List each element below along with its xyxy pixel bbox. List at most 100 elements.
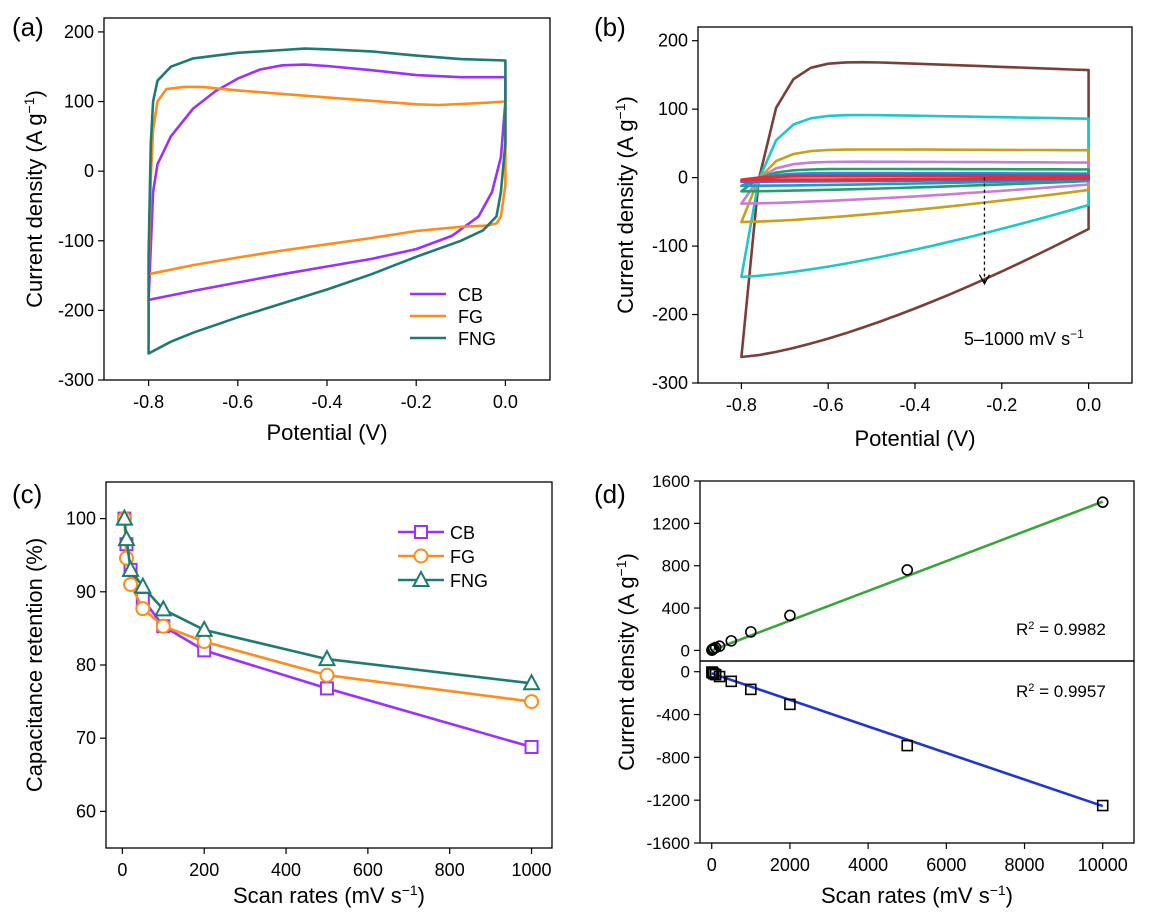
trend-arrow-head xyxy=(978,274,991,286)
data-point-top xyxy=(784,609,796,622)
legend-marker-fg xyxy=(413,548,429,564)
scan-rate-annotation: 5–1000 mV s−1 xyxy=(964,327,1084,349)
data-point-top xyxy=(713,640,726,652)
x-tick-label: 0 xyxy=(707,855,717,875)
data-point-bottom xyxy=(901,739,914,752)
panel-b-chart: -0.8 -0.6 -0.4 -0.2 0.0 -300 -200 -100 0 100 200 5–… xyxy=(612,26,1133,451)
y-tick-label: 80 xyxy=(76,655,96,675)
y-tick-label: -800 xyxy=(656,748,690,767)
data-point-bottom xyxy=(709,668,722,681)
legend-marker-fng xyxy=(411,569,431,587)
y-tick-label: 800 xyxy=(662,557,690,576)
panel-label-d: (d) xyxy=(594,479,626,509)
y-tick-label: 100 xyxy=(66,509,96,529)
x-axis-label: Potential (V) xyxy=(266,420,387,445)
data-point-top xyxy=(725,635,738,647)
data-point-fg xyxy=(123,576,139,592)
y-tick-label: 0 xyxy=(681,663,690,682)
cv-curve-cb xyxy=(147,63,507,302)
legend-label-fng: FNG xyxy=(458,329,496,349)
y-tick-label: -400 xyxy=(656,706,690,725)
y-axis-label: Current density (A g−1) xyxy=(613,553,639,771)
x-tick-label: 600 xyxy=(353,860,383,880)
y-tick-label: -300 xyxy=(58,370,94,390)
legend-label-cb: CB xyxy=(458,285,483,305)
data-point-fng xyxy=(522,673,541,691)
y-tick-label: -1600 xyxy=(647,834,690,853)
x-tick-label: 8000 xyxy=(1004,855,1044,875)
x-tick-label: 6000 xyxy=(926,855,966,875)
data-point-fng xyxy=(195,619,214,637)
cv-curve-fng xyxy=(147,47,507,355)
legend-label-fg: FG xyxy=(458,307,483,327)
legend-label-fg: FG xyxy=(450,547,475,567)
data-point-cb xyxy=(524,739,539,754)
x-tick-label: 0.0 xyxy=(1076,395,1101,415)
y-tick-label: -1200 xyxy=(647,791,690,810)
plot-frame xyxy=(699,480,1135,844)
data-point-cb xyxy=(319,681,334,696)
data-point-fng xyxy=(317,649,337,667)
y-tick-label: -100 xyxy=(652,236,688,256)
x-tick-label: 4000 xyxy=(848,855,888,875)
y-tick-label: 0 xyxy=(678,168,688,188)
y-tick-label: 0 xyxy=(681,641,690,660)
data-point-fng xyxy=(133,576,152,594)
legend-label-fng: FNG xyxy=(450,571,488,591)
fit-line-bottom xyxy=(711,672,1104,808)
data-point-fng xyxy=(121,559,140,577)
y-tick-label: 90 xyxy=(76,582,96,602)
x-tick-label: -0.6 xyxy=(222,392,253,412)
y-tick-label: -200 xyxy=(652,305,688,325)
y-tick-label: 70 xyxy=(76,728,96,748)
data-point-fng xyxy=(117,528,136,547)
panel-label-a: (a) xyxy=(12,12,44,42)
data-point-fg xyxy=(135,601,151,617)
x-tick-label: -0.4 xyxy=(311,392,342,412)
x-axis-label: Potential (V) xyxy=(854,426,975,451)
x-tick-label: 200 xyxy=(189,860,219,880)
panel-label-b: (b) xyxy=(594,12,626,42)
y-tick-label: 1200 xyxy=(652,514,690,533)
x-tick-label: -0.2 xyxy=(401,392,432,412)
y-tick-label: 60 xyxy=(76,801,96,821)
x-tick-label: 2000 xyxy=(770,855,810,875)
cv-curve-5-mv xyxy=(740,174,1090,181)
x-tick-label: -0.4 xyxy=(899,395,930,415)
y-axis-label: Current density (A g−1) xyxy=(21,90,47,308)
x-tick-label: 10000 xyxy=(1078,855,1128,875)
data-point-fng xyxy=(154,599,173,617)
data-point-top xyxy=(745,626,757,638)
x-tick-label: -0.6 xyxy=(813,395,844,415)
x-axis-label: Scan rates (mV s−1) xyxy=(233,882,425,908)
data-point-bottom xyxy=(725,675,738,688)
x-tick-label: 400 xyxy=(271,860,301,880)
cv-curve-fg xyxy=(147,85,507,276)
y-tick-label: -100 xyxy=(58,231,94,251)
y-tick-label: 200 xyxy=(64,22,94,42)
plot-frame xyxy=(103,17,551,381)
data-point-fng xyxy=(115,508,134,526)
panel-a-chart: -0.8 -0.6 -0.4 -0.2 0.0 -300 -200 -100 0 100 200 Po… xyxy=(21,17,551,445)
x-tick-label: -0.8 xyxy=(726,395,757,415)
y-tick-label: 0 xyxy=(84,161,94,181)
data-point-bottom xyxy=(707,667,720,680)
data-point-fg xyxy=(155,618,171,634)
data-point-bottom xyxy=(745,683,757,696)
y-tick-label: -300 xyxy=(652,373,688,393)
data-point-top xyxy=(901,564,914,576)
y-axis-label: Current density (A g−1) xyxy=(612,96,638,314)
data-point-fg xyxy=(319,667,335,683)
y-tick-label: 100 xyxy=(658,99,688,119)
legend-label-cb: CB xyxy=(450,523,475,543)
y-tick-label: 100 xyxy=(64,92,94,112)
r-squared-bottom: R2 = 0.9957 xyxy=(1016,682,1106,701)
data-point-fg xyxy=(196,634,212,650)
data-point-top xyxy=(1096,496,1109,508)
fit-line-top xyxy=(711,500,1104,652)
data-point-bottom xyxy=(706,666,719,679)
x-tick-label: 0.0 xyxy=(493,392,518,412)
data-point-bottom xyxy=(713,670,726,683)
panel-d-chart: 0 2000 4000 6000 8000 10000 0 400 800 1200 1600 R2 … xyxy=(613,472,1135,908)
